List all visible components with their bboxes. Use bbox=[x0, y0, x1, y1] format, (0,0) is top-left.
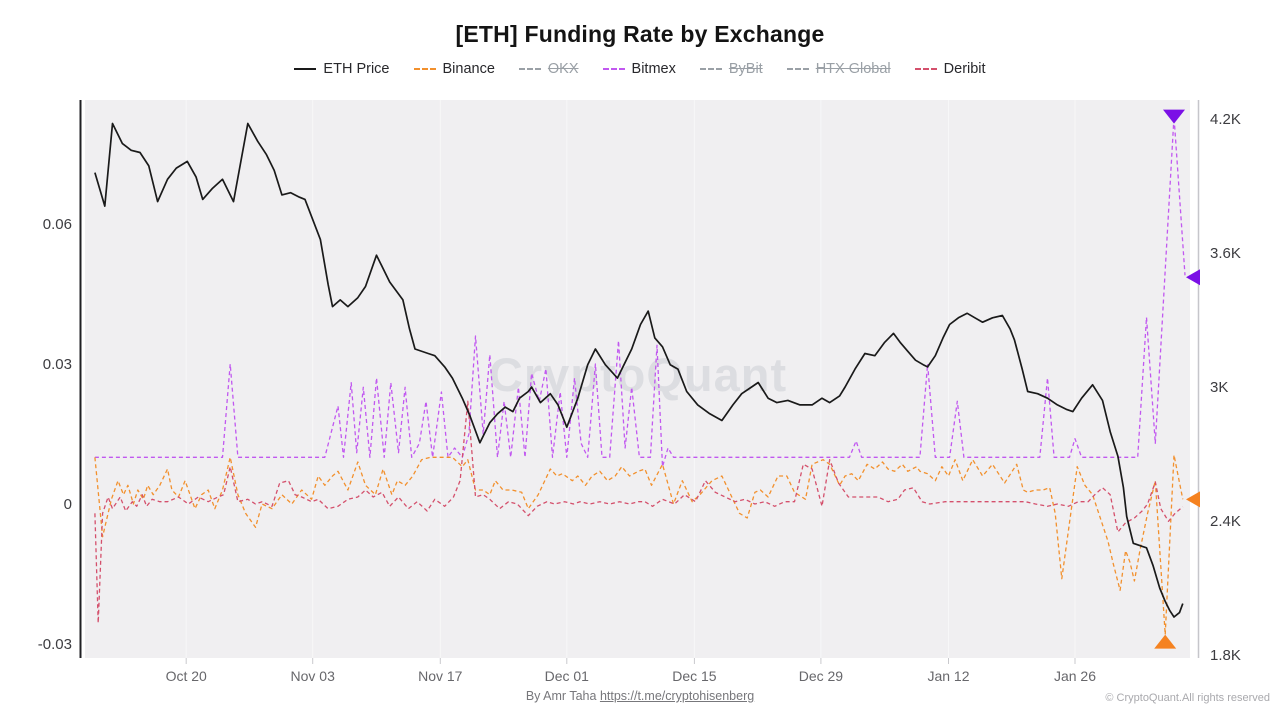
legend-label: Binance bbox=[442, 61, 495, 77]
series-binance bbox=[94, 454, 1184, 636]
x-tick-label: Dec 29 bbox=[799, 668, 844, 684]
legend-label: OKX bbox=[547, 61, 579, 77]
page-title: [ETH] Funding Rate by Exchange bbox=[455, 21, 825, 47]
legend-line-icon bbox=[413, 68, 436, 70]
legend-item-htx-global[interactable]: HTX Global bbox=[786, 61, 891, 77]
right-axis-tick-label: 3.6K bbox=[1210, 245, 1241, 262]
right-axis-tick-label: 4.2K bbox=[1210, 111, 1241, 128]
legend-label: ETH Price bbox=[323, 61, 390, 77]
copyright-text: © CryptoQuant.All rights reserved bbox=[1105, 692, 1270, 704]
left-axis-tick-label: 0.03 bbox=[43, 356, 72, 373]
legend-item-eth-price[interactable]: ETH Price bbox=[294, 61, 390, 77]
legend-line-icon bbox=[294, 68, 317, 70]
legend-item-deribit[interactable]: Deribit bbox=[914, 61, 986, 77]
left-axis-tick-label: -0.03 bbox=[38, 636, 72, 653]
legend-label: ByBit bbox=[728, 61, 763, 77]
cryptoquant-watermark: CryptoQuant bbox=[489, 348, 787, 401]
bitmex-max-flag-icon bbox=[1163, 109, 1185, 124]
telegram-link[interactable]: https://t.me/cryptohisenberg bbox=[599, 689, 755, 703]
legend-line-icon bbox=[786, 68, 809, 70]
x-tick-label: Dec 15 bbox=[672, 668, 717, 684]
binance-last-flag-icon bbox=[1186, 491, 1200, 508]
legend-line-icon bbox=[518, 68, 541, 70]
series-eth-price bbox=[94, 122, 1184, 618]
chart-legend: ETH Price Binance OKX Bitmex ByBit HTX Global… bbox=[0, 61, 1280, 77]
legend-label: HTX Global bbox=[815, 61, 891, 77]
legend-line-icon bbox=[699, 68, 722, 70]
series-deribit bbox=[94, 400, 1184, 624]
x-tick-label: Jan 26 bbox=[1054, 668, 1096, 684]
binance-min-flag-icon bbox=[1154, 634, 1177, 649]
x-tick-label: Nov 17 bbox=[418, 668, 463, 684]
legend-item-binance[interactable]: Binance bbox=[413, 61, 495, 77]
legend-label: Deribit bbox=[943, 61, 986, 77]
x-tick-label: Oct 20 bbox=[166, 668, 207, 684]
plot-area bbox=[85, 100, 1190, 658]
legend-item-bitmex[interactable]: Bitmex bbox=[602, 61, 676, 77]
legend-line-icon bbox=[602, 68, 625, 70]
chart-byline: By Amr Taha https://t.me/cryptohisenberg bbox=[0, 689, 1280, 703]
legend-label: Bitmex bbox=[631, 61, 676, 77]
right-axis-tick-label: 3K bbox=[1210, 379, 1228, 396]
series-bitmex bbox=[94, 116, 1186, 468]
right-axis-tick-label: 1.8K bbox=[1210, 647, 1241, 664]
legend-item-bybit[interactable]: ByBit bbox=[699, 61, 763, 77]
bitmex-last-flag-icon bbox=[1186, 269, 1200, 286]
legend-line-icon bbox=[914, 68, 937, 70]
left-axis-tick-label: 0.06 bbox=[43, 216, 72, 233]
x-tick-label: Dec 01 bbox=[545, 668, 590, 684]
x-tick-label: Nov 03 bbox=[291, 668, 336, 684]
legend-item-okx[interactable]: OKX bbox=[518, 61, 579, 77]
byline-text: By Amr Taha bbox=[525, 689, 597, 703]
right-axis-tick-label: 2.4K bbox=[1210, 513, 1241, 530]
x-tick-label: Jan 12 bbox=[927, 668, 969, 684]
left-axis-tick-label: 0 bbox=[64, 496, 72, 513]
